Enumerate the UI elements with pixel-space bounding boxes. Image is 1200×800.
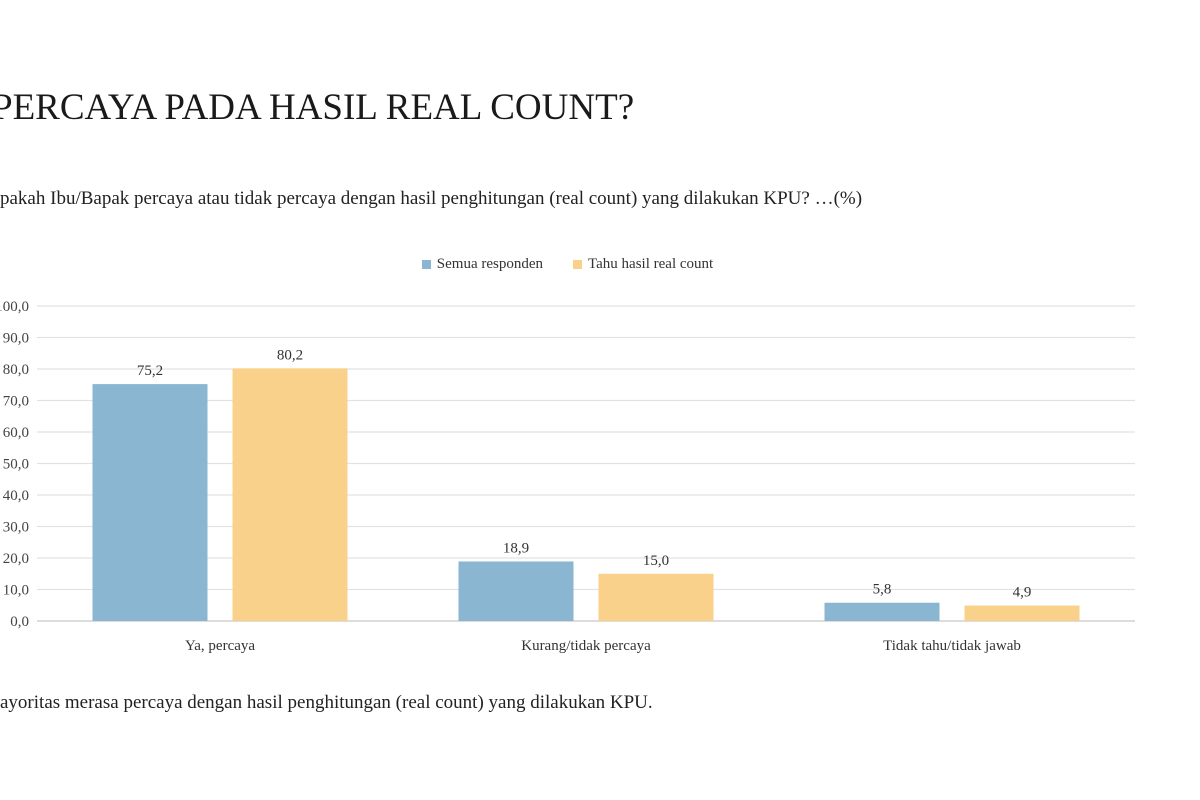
bar (964, 605, 1080, 621)
y-tick-label: 30,0 (3, 520, 29, 536)
y-tick-label: 100,0 (0, 299, 29, 315)
y-tick-label: 50,0 (3, 457, 29, 473)
data-label: 4,9 (1013, 585, 1032, 601)
data-label: 18,9 (503, 540, 529, 556)
bar (92, 384, 208, 621)
y-tick-label: 0,0 (10, 614, 29, 630)
y-tick-label: 10,0 (3, 583, 29, 599)
chart-question: pakah Ibu/Bapak percaya atau tidak perca… (0, 188, 863, 209)
legend-label: Semua responden (436, 256, 544, 272)
y-tick-label: 40,0 (3, 488, 29, 504)
page-title: PERCAYA PADA HASIL REAL COUNT? (0, 87, 635, 128)
bar (824, 602, 940, 621)
y-tick-label: 20,0 (3, 551, 29, 567)
data-label: 15,0 (643, 553, 669, 569)
bar (232, 368, 348, 621)
y-tick-label: 60,0 (3, 425, 29, 441)
x-tick-label: Kurang/tidak percaya (521, 638, 651, 654)
x-tick-label: Ya, percaya (185, 638, 255, 654)
legend-swatch (573, 260, 583, 269)
legend-item-semua-responden: Semua responden (421, 256, 544, 273)
legend-label: Tahu hasil real count (588, 256, 714, 272)
legend-item-tahu-hasil: Tahu hasil real count (573, 256, 713, 273)
y-tick-label: 70,0 (3, 394, 29, 410)
bar (458, 561, 574, 621)
x-tick-label: Tidak tahu/tidak jawab (883, 638, 1021, 654)
legend-swatch (421, 260, 431, 269)
data-label: 80,2 (277, 347, 303, 363)
y-tick-label: 90,0 (3, 331, 29, 347)
y-tick-label: 80,0 (3, 362, 29, 378)
data-label: 75,2 (137, 363, 163, 379)
bar (598, 573, 714, 621)
conclusion-text: ayoritas merasa percaya dengan hasil pen… (0, 692, 653, 713)
legend: Semua responden Tahu hasil real count (0, 256, 1135, 273)
data-label: 5,8 (873, 582, 892, 598)
